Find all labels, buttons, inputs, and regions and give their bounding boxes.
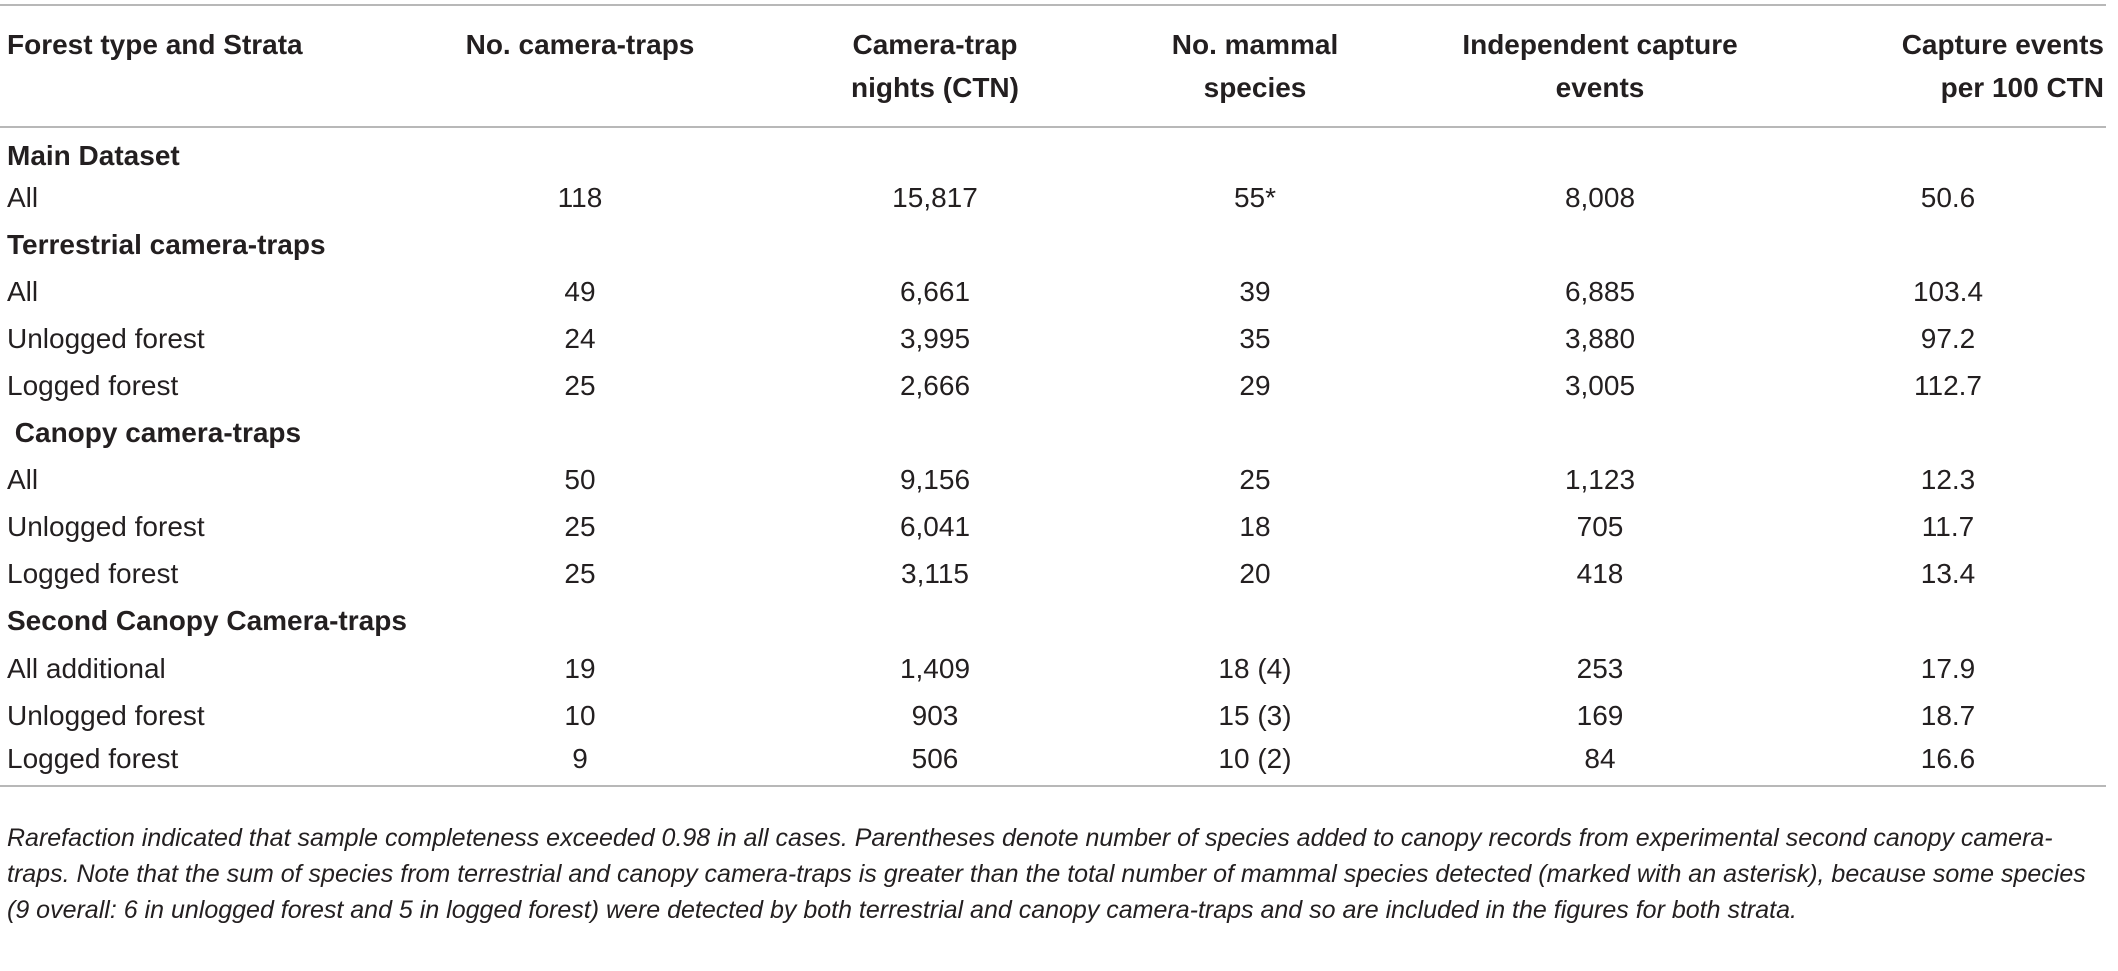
row-label: Logged forest (0, 739, 390, 788)
cell-camera-traps: 25 (564, 558, 596, 590)
cell-trap-nights: 903 (911, 699, 959, 731)
cell-camera-traps: 49 (564, 275, 596, 307)
cell-camera-traps: 10 (564, 699, 596, 731)
cell-mammal-species: 55* (1233, 181, 1277, 213)
cell-mammal-species: 39 (1239, 275, 1271, 307)
row-label: Unlogged forest (7, 322, 205, 354)
cell-mammal-species: 29 (1239, 370, 1271, 402)
cell-events-per-100: 97.2 (1920, 322, 1976, 354)
cell-events-per-100: 50.6 (1920, 181, 1976, 213)
table-row: All additional 19 1,409 18 (4) 253 17.9 (0, 645, 2106, 692)
section-heading: Second Canopy Camera-traps (7, 605, 407, 637)
cell-trap-nights: 2,666 (899, 370, 971, 402)
row-label: All (7, 275, 39, 307)
cell-events-per-100: 16.6 (1790, 739, 2106, 788)
section-row: Main Dataset (0, 127, 2106, 174)
table-footnote: Rarefaction indicated that sample comple… (7, 824, 2086, 924)
header-camera-traps: No. camera-traps (390, 4, 770, 128)
cell-mammal-species: 20 (1239, 558, 1271, 590)
table-body: Main Dataset All 118 15,817 55* 8,008 50.6 Terr… (0, 127, 2106, 788)
cell-capture-events: 3,005 (1564, 370, 1636, 402)
cell-events-per-100: 17.9 (1920, 652, 1976, 684)
cell-events-per-100: 13.4 (1920, 558, 1976, 590)
cell-trap-nights: 3,995 (899, 322, 971, 354)
cell-capture-events: 253 (1576, 652, 1624, 684)
cell-mammal-species: 18 (1239, 511, 1271, 543)
table-row: Logged forest 25 2,666 29 3,005 112.7 (0, 362, 2106, 409)
section-row: Second Canopy Camera-traps (0, 598, 2106, 645)
cell-capture-events: 705 (1576, 511, 1624, 543)
cell-events-per-100: 112.7 (1914, 370, 1982, 402)
cell-camera-traps: 24 (564, 322, 596, 354)
section-row: Canopy camera-traps (0, 410, 2106, 457)
cell-trap-nights: 9,156 (899, 464, 971, 496)
section-row: Terrestrial camera-traps (0, 221, 2106, 268)
cell-trap-nights: 1,409 (899, 652, 971, 684)
cell-mammal-species: 18 (4) (1218, 652, 1292, 684)
cell-mammal-species: 25 (1239, 464, 1271, 496)
cell-camera-traps: 25 (564, 370, 596, 402)
cell-events-per-100: 103.4 (1912, 275, 1984, 307)
header-events-per-100: Capture events per 100 CTN (1790, 4, 2106, 128)
row-label: Logged forest (7, 558, 179, 590)
cell-trap-nights: 15,817 (892, 181, 978, 213)
table-row: Unlogged forest 24 3,995 35 3,880 97.2 (0, 315, 2106, 362)
cell-events-per-100: 11.7 (1921, 511, 1975, 543)
table-row: Unlogged forest 25 6,041 18 705 11.7 (0, 504, 2106, 551)
table-row: Unlogged forest 10 903 15 (3) 169 18.7 (0, 692, 2106, 739)
cell-capture-events: 8,008 (1564, 181, 1636, 213)
cell-capture-events: 84 (1410, 739, 1790, 788)
cell-camera-traps: 50 (564, 464, 596, 496)
cell-capture-events: 169 (1576, 699, 1624, 731)
cell-capture-events: 3,880 (1564, 322, 1636, 354)
cell-trap-nights: 6,661 (899, 275, 971, 307)
cell-camera-traps: 118 (557, 181, 603, 213)
cell-mammal-species: 10 (2) (1100, 739, 1410, 788)
row-label: Unlogged forest (7, 699, 205, 731)
row-label: All (7, 464, 39, 496)
camera-trap-summary-table: Forest type and Strata No. camera-traps … (0, 4, 2106, 788)
section-heading: Terrestrial camera-traps (7, 228, 326, 260)
cell-events-per-100: 12.3 (1920, 464, 1976, 496)
cell-camera-traps: 9 (390, 739, 770, 788)
header-trap-nights: Camera-trap nights (CTN) (770, 4, 1100, 128)
header-forest-type: Forest type and Strata (0, 4, 390, 128)
cell-mammal-species: 35 (1239, 322, 1271, 354)
table-row: Logged forest 9 506 10 (2) 84 16.6 (0, 739, 2106, 788)
header-capture-events: Independent capture events (1410, 4, 1790, 128)
cell-mammal-species: 15 (3) (1218, 699, 1292, 731)
table-header: Forest type and Strata No. camera-traps … (0, 4, 2106, 128)
row-label: All (7, 181, 39, 213)
cell-capture-events: 418 (1576, 558, 1624, 590)
table-row: All 49 6,661 39 6,885 103.4 (0, 268, 2106, 315)
header-row: Forest type and Strata No. camera-traps … (0, 4, 2106, 128)
cell-trap-nights: 6,041 (899, 511, 971, 543)
header-mammal-species: No. mammal species (1100, 4, 1410, 128)
table-row: All 118 15,817 55* 8,008 50.6 (0, 174, 2106, 221)
table-row: All 50 9,156 25 1,123 12.3 (0, 457, 2106, 504)
cell-trap-nights: 506 (770, 739, 1100, 788)
section-heading: Canopy camera-traps (7, 417, 302, 449)
row-label: Unlogged forest (7, 511, 205, 543)
cell-capture-events: 6,885 (1564, 275, 1636, 307)
cell-events-per-100: 18.7 (1920, 699, 1976, 731)
cell-camera-traps: 19 (564, 652, 596, 684)
row-label: All additional (7, 652, 166, 684)
row-label: Logged forest (7, 370, 179, 402)
cell-trap-nights: 3,115 (901, 558, 969, 590)
cell-capture-events: 1,123 (1564, 464, 1636, 496)
section-heading: Main Dataset (7, 140, 180, 172)
table-row: Logged forest 25 3,115 20 418 13.4 (0, 551, 2106, 598)
cell-camera-traps: 25 (564, 511, 596, 543)
